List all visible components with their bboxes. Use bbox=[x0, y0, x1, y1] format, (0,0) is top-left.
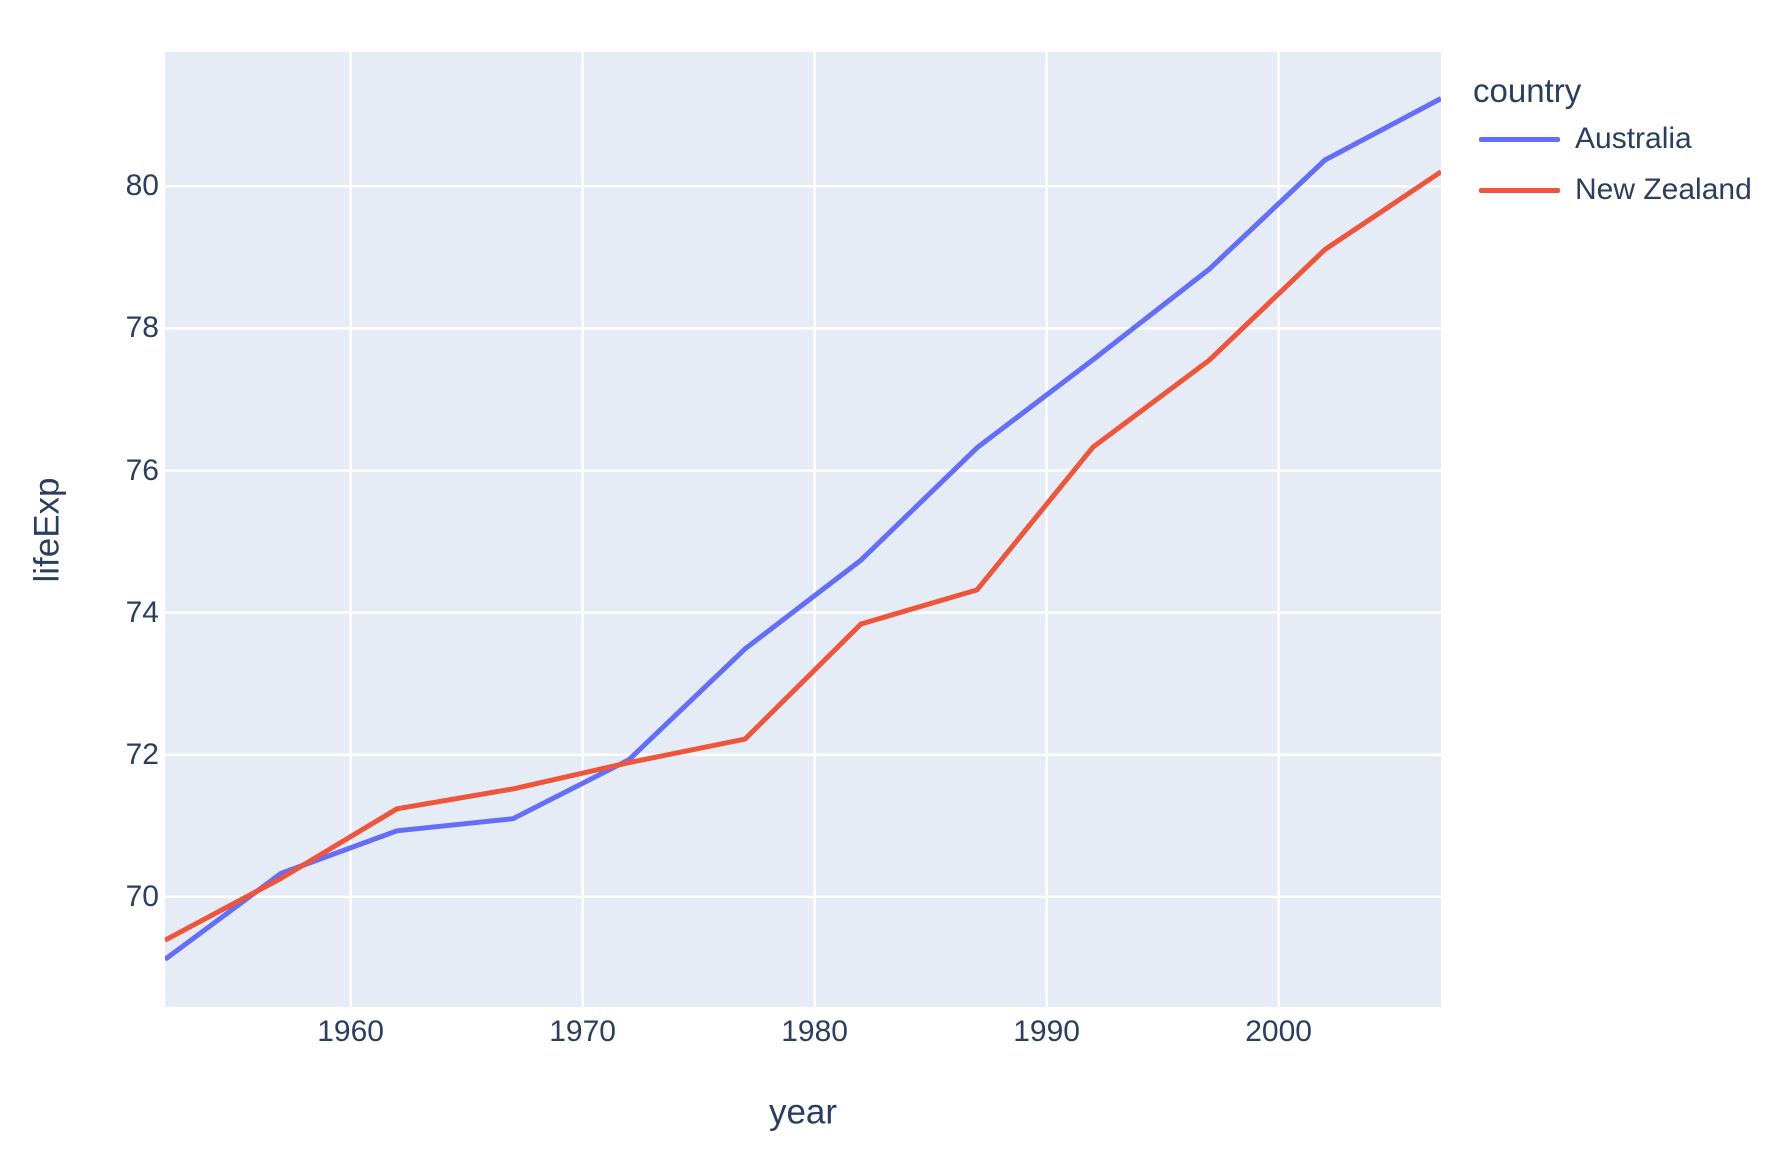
legend-label-new-zealand: New Zealand bbox=[1575, 173, 1752, 206]
legend-item-new-zealand[interactable]: New Zealand bbox=[1479, 175, 1752, 205]
y-tick-label: 78 bbox=[125, 311, 159, 345]
x-axis-title: year bbox=[768, 1092, 838, 1132]
legend-line-swatch-new-zealand bbox=[1479, 187, 1560, 193]
legend-line-swatch-australia bbox=[1479, 136, 1560, 142]
legend-label-australia: Australia bbox=[1575, 122, 1692, 155]
y-tick-label: 70 bbox=[125, 879, 159, 913]
y-axis-title: lifeExp bbox=[27, 477, 67, 583]
series-line-australia[interactable] bbox=[165, 96, 1441, 962]
x-tick-label: 1990 bbox=[1013, 1015, 1080, 1048]
legend-item-australia[interactable]: Australia bbox=[1479, 124, 1692, 154]
x-tick-label: 1980 bbox=[781, 1015, 848, 1048]
y-tick-label: 72 bbox=[125, 737, 159, 771]
x-tick-label: 2000 bbox=[1245, 1015, 1312, 1048]
y-tick-label: 80 bbox=[125, 169, 159, 203]
plot-area[interactable] bbox=[165, 52, 1441, 1007]
y-tick-label: 74 bbox=[125, 595, 159, 629]
x-tick-label: 1960 bbox=[317, 1015, 384, 1048]
y-tick-label: 76 bbox=[125, 453, 159, 487]
x-tick-label: 1970 bbox=[549, 1015, 616, 1048]
series-line-new-zealand[interactable] bbox=[165, 169, 1441, 943]
